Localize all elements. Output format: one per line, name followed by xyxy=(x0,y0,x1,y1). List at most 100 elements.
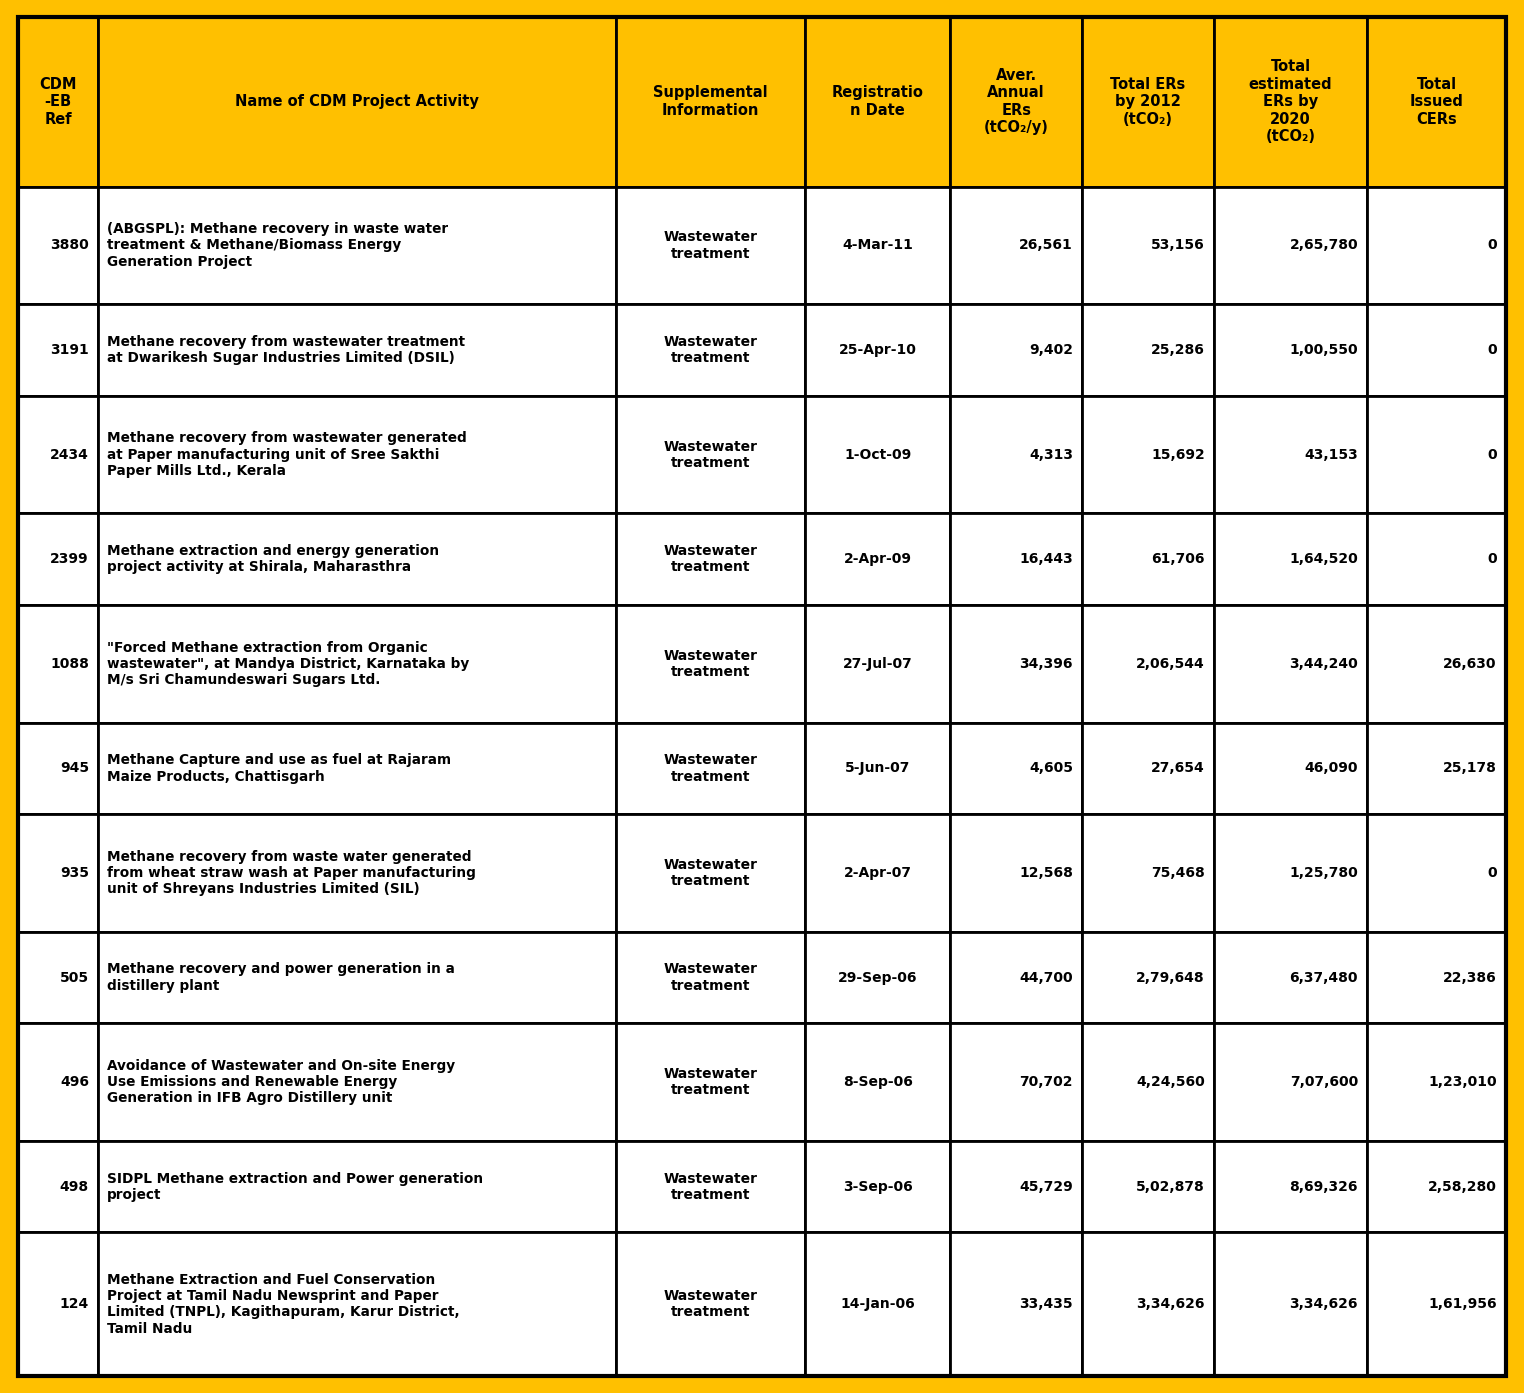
Bar xyxy=(805,1024,949,1141)
Text: 4,24,560: 4,24,560 xyxy=(1137,1075,1205,1089)
Text: 53,156: 53,156 xyxy=(1151,238,1205,252)
Text: 3,44,240: 3,44,240 xyxy=(1289,657,1358,671)
Bar xyxy=(805,1233,949,1376)
Bar xyxy=(1082,814,1215,932)
Bar xyxy=(1367,396,1506,514)
Bar xyxy=(1215,932,1367,1024)
Bar xyxy=(98,1024,616,1141)
Text: 945: 945 xyxy=(59,762,88,776)
Text: 33,435: 33,435 xyxy=(1020,1297,1073,1311)
Bar xyxy=(1367,187,1506,304)
Bar xyxy=(1367,17,1506,187)
Text: 1,23,010: 1,23,010 xyxy=(1428,1075,1497,1089)
Bar xyxy=(98,187,616,304)
Bar xyxy=(18,1233,98,1376)
Bar xyxy=(616,304,805,396)
Text: 2-Apr-07: 2-Apr-07 xyxy=(844,866,911,880)
Text: 75,468: 75,468 xyxy=(1151,866,1205,880)
Text: Supplemental
Information: Supplemental Information xyxy=(654,85,768,118)
Text: 2,65,780: 2,65,780 xyxy=(1289,238,1358,252)
Bar xyxy=(1367,605,1506,723)
Text: 8,69,326: 8,69,326 xyxy=(1289,1180,1358,1194)
Bar xyxy=(1082,1141,1215,1233)
Bar xyxy=(1215,304,1367,396)
Bar xyxy=(18,723,98,814)
Text: Wastewater
treatment: Wastewater treatment xyxy=(663,1172,757,1202)
Bar xyxy=(1082,605,1215,723)
Text: 1-Oct-09: 1-Oct-09 xyxy=(844,447,911,461)
Text: Methane recovery and power generation in a
distillery plant: Methane recovery and power generation in… xyxy=(107,963,456,993)
Text: 27-Jul-07: 27-Jul-07 xyxy=(843,657,913,671)
Bar xyxy=(1367,932,1506,1024)
Bar xyxy=(1215,187,1367,304)
Bar xyxy=(805,304,949,396)
Bar xyxy=(805,932,949,1024)
Bar xyxy=(18,304,98,396)
Bar xyxy=(949,1141,1082,1233)
Bar xyxy=(18,814,98,932)
Text: 26,630: 26,630 xyxy=(1443,657,1497,671)
Bar xyxy=(805,723,949,814)
Text: 16,443: 16,443 xyxy=(1020,552,1073,566)
Text: 3-Sep-06: 3-Sep-06 xyxy=(843,1180,913,1194)
Bar xyxy=(98,304,616,396)
Text: 3191: 3191 xyxy=(50,343,88,357)
Text: Total
Issued
CERs: Total Issued CERs xyxy=(1410,77,1463,127)
Bar xyxy=(616,1141,805,1233)
Bar xyxy=(18,932,98,1024)
Text: 43,153: 43,153 xyxy=(1305,447,1358,461)
Bar xyxy=(1215,723,1367,814)
Text: 4,313: 4,313 xyxy=(1029,447,1073,461)
Text: Methane recovery from wastewater treatment
at Dwarikesh Sugar Industries Limited: Methane recovery from wastewater treatme… xyxy=(107,334,465,365)
Bar xyxy=(1082,304,1215,396)
Bar xyxy=(18,605,98,723)
Bar xyxy=(1082,932,1215,1024)
Text: 498: 498 xyxy=(59,1180,88,1194)
Bar xyxy=(18,1141,98,1233)
Text: 2434: 2434 xyxy=(50,447,88,461)
Text: 12,568: 12,568 xyxy=(1020,866,1073,880)
Text: Methane Extraction and Fuel Conservation
Project at Tamil Nadu Newsprint and Pap: Methane Extraction and Fuel Conservation… xyxy=(107,1273,460,1336)
Text: 34,396: 34,396 xyxy=(1020,657,1073,671)
Bar xyxy=(98,396,616,514)
Text: 1088: 1088 xyxy=(50,657,88,671)
Bar xyxy=(1082,17,1215,187)
Text: 1,64,520: 1,64,520 xyxy=(1289,552,1358,566)
Bar xyxy=(1215,1233,1367,1376)
Bar xyxy=(1082,514,1215,605)
Bar xyxy=(98,1141,616,1233)
Text: 29-Sep-06: 29-Sep-06 xyxy=(838,971,917,985)
Text: 26,561: 26,561 xyxy=(1020,238,1073,252)
Text: 1,61,956: 1,61,956 xyxy=(1428,1297,1497,1311)
Text: 15,692: 15,692 xyxy=(1151,447,1205,461)
Text: 935: 935 xyxy=(59,866,88,880)
Bar xyxy=(1082,1024,1215,1141)
Text: SIDPL Methane extraction and Power generation
project: SIDPL Methane extraction and Power gener… xyxy=(107,1172,483,1202)
Text: Methane Capture and use as fuel at Rajaram
Maize Products, Chattisgarh: Methane Capture and use as fuel at Rajar… xyxy=(107,754,451,783)
Text: 8-Sep-06: 8-Sep-06 xyxy=(843,1075,913,1089)
Bar xyxy=(616,932,805,1024)
Bar xyxy=(1082,396,1215,514)
Bar xyxy=(98,514,616,605)
Text: 0: 0 xyxy=(1487,447,1497,461)
Bar xyxy=(1215,1141,1367,1233)
Bar xyxy=(805,1141,949,1233)
Bar xyxy=(949,723,1082,814)
Text: Wastewater
treatment: Wastewater treatment xyxy=(663,334,757,365)
Text: 3,34,626: 3,34,626 xyxy=(1137,1297,1205,1311)
Bar xyxy=(616,1233,805,1376)
Text: 2,79,648: 2,79,648 xyxy=(1137,971,1205,985)
Text: 124: 124 xyxy=(59,1297,88,1311)
Bar xyxy=(949,1024,1082,1141)
Bar xyxy=(1082,1233,1215,1376)
Text: 25,178: 25,178 xyxy=(1443,762,1497,776)
Bar xyxy=(949,304,1082,396)
Text: 0: 0 xyxy=(1487,238,1497,252)
Bar xyxy=(949,814,1082,932)
Bar xyxy=(949,187,1082,304)
Bar xyxy=(805,17,949,187)
Text: Methane recovery from waste water generated
from wheat straw wash at Paper manuf: Methane recovery from waste water genera… xyxy=(107,850,475,896)
Text: 2,58,280: 2,58,280 xyxy=(1428,1180,1497,1194)
Bar xyxy=(1367,1024,1506,1141)
Text: Avoidance of Wastewater and On-site Energy
Use Emissions and Renewable Energy
Ge: Avoidance of Wastewater and On-site Ener… xyxy=(107,1059,456,1106)
